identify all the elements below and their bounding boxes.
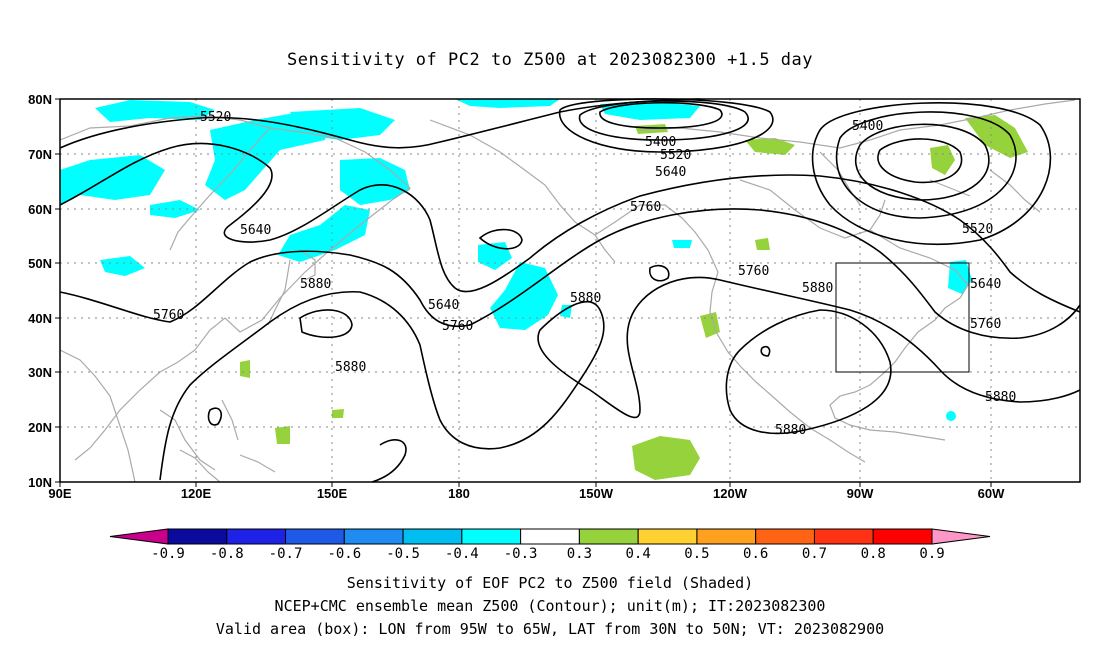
contour-label: 5520 xyxy=(660,148,691,163)
contour-label: 5640 xyxy=(428,298,459,313)
colorbar-tick-label: 0.7 xyxy=(802,546,827,562)
caption-line-3: Valid area (box): LON from 95W to 65W, L… xyxy=(215,620,885,638)
lon-label: 150W xyxy=(579,486,614,501)
colorbar-tick-label: -0.7 xyxy=(269,546,303,562)
contour-label: 5880 xyxy=(300,277,331,292)
colorbar-segment xyxy=(343,528,404,545)
colorbar-tick-label: 0.9 xyxy=(919,546,944,562)
contour-label: 5640 xyxy=(970,277,1001,292)
colorbar-segment xyxy=(520,528,580,545)
lon-label: 150E xyxy=(317,486,348,501)
colorbar-segment xyxy=(578,528,639,545)
lat-label: 60N xyxy=(28,202,52,217)
colorbar-segment xyxy=(226,528,287,545)
colorbar-segment xyxy=(755,528,815,545)
lat-label: 70N xyxy=(28,147,52,162)
valid-area-box xyxy=(835,262,970,373)
contour-label: 5760 xyxy=(970,317,1001,332)
latitude-labels: 80N 70N 60N 50N 40N 30N 20N 10N xyxy=(28,92,52,490)
lat-label: 20N xyxy=(28,420,52,435)
axis-ticks xyxy=(55,98,992,487)
lat-label: 50N xyxy=(28,256,52,271)
colorbar-tick-label: 0.3 xyxy=(567,546,592,562)
contour-label: 5880 xyxy=(775,423,806,438)
colorbar-tick-label: -0.3 xyxy=(504,546,538,562)
map-title: Sensitivity of PC2 to Z500 at 2023082300… xyxy=(286,50,813,70)
contour-labels: 5520 5400 5520 5640 5760 5400 5520 5640 … xyxy=(153,110,1016,438)
colorbar-segment xyxy=(167,528,228,545)
contour-label: 5520 xyxy=(962,222,993,237)
colorbar-segment xyxy=(402,528,463,545)
colorbar-tick-label: -0.8 xyxy=(210,546,244,562)
colorbar-segment xyxy=(696,528,757,545)
contour-label: 5880 xyxy=(985,390,1016,405)
lon-label: 180 xyxy=(448,486,470,501)
contour-label: 5640 xyxy=(240,223,271,238)
contour-label: 5760 xyxy=(630,200,661,215)
lat-label: 40N xyxy=(28,311,52,326)
negative-sensitivity-shading xyxy=(60,99,972,421)
colorbar-segment xyxy=(637,528,698,545)
colorbar-tick-label: 0.8 xyxy=(861,546,886,562)
colorbar-tick-label: 0.6 xyxy=(743,546,768,562)
contour-label: 5640 xyxy=(655,165,686,180)
lon-label: 90W xyxy=(847,486,874,501)
contour-label: 5400 xyxy=(645,135,676,150)
graticule xyxy=(60,99,1080,482)
contour-label: 5880 xyxy=(570,291,601,306)
lat-label: 80N xyxy=(28,92,52,107)
caption-line-1: Sensitivity of EOF PC2 to Z500 field (Sh… xyxy=(346,574,754,592)
z500-contours xyxy=(59,98,1081,483)
colorbar-tick-label: -0.5 xyxy=(386,546,420,562)
contour-label: 5520 xyxy=(200,110,231,125)
coastlines xyxy=(59,99,1076,483)
contour-label: 5880 xyxy=(802,281,833,296)
caption-line-2: NCEP+CMC ensemble mean Z500 (Contour); u… xyxy=(274,597,826,615)
colorbar-high-extension xyxy=(931,528,991,545)
colorbar-segment xyxy=(461,528,522,545)
colorbar-tick-label: -0.4 xyxy=(445,546,479,562)
lat-label: 10N xyxy=(28,475,52,490)
lat-label: 30N xyxy=(28,365,52,380)
lon-label: 120W xyxy=(713,486,748,501)
contour-label: 5400 xyxy=(852,119,883,134)
contour-label: 5760 xyxy=(738,264,769,279)
colorbar-tick-label: 0.5 xyxy=(684,546,709,562)
longitude-labels: 90E 120E 150E 180 150W 120W 90W 60W xyxy=(48,486,1005,501)
colorbar-low-extension xyxy=(109,528,169,545)
map-panel: 5520 5400 5520 5640 5760 5400 5520 5640 … xyxy=(28,92,1081,501)
contour-label: 5760 xyxy=(153,308,184,323)
contour-label: 5760 xyxy=(442,319,473,334)
contour-label: 5880 xyxy=(335,360,366,375)
colorbar: -0.9 -0.8 -0.7 -0.6 -0.5 -0.4 -0.3 0.3 0.4 0.5 0.6… xyxy=(109,528,991,562)
colorbar-tick-label: -0.6 xyxy=(327,546,361,562)
map-frame xyxy=(59,98,1081,483)
colorbar-segment xyxy=(872,528,933,545)
colorbar-segment xyxy=(285,528,345,545)
lon-label: 60W xyxy=(978,486,1005,501)
lon-label: 90E xyxy=(48,486,71,501)
lon-label: 120E xyxy=(181,486,212,501)
colorbar-tick-label: -0.9 xyxy=(151,546,185,562)
colorbar-tick-label: 0.4 xyxy=(626,546,651,562)
colorbar-segment xyxy=(813,528,874,545)
